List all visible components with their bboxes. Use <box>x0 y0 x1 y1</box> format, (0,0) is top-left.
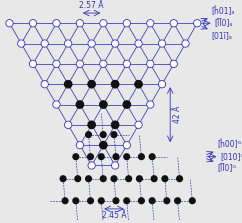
Circle shape <box>149 154 155 159</box>
Circle shape <box>111 162 119 169</box>
Circle shape <box>88 162 95 169</box>
Text: 42 Å: 42 Å <box>173 106 182 123</box>
Circle shape <box>53 101 60 108</box>
Circle shape <box>147 101 154 108</box>
Circle shape <box>86 132 91 138</box>
Circle shape <box>53 60 60 68</box>
Circle shape <box>147 20 154 27</box>
Circle shape <box>76 60 83 68</box>
Circle shape <box>151 176 157 182</box>
Circle shape <box>73 154 79 159</box>
Circle shape <box>88 81 95 88</box>
Circle shape <box>29 60 37 68</box>
Circle shape <box>135 81 142 88</box>
Circle shape <box>111 40 119 47</box>
Circle shape <box>98 198 104 204</box>
Circle shape <box>194 20 201 27</box>
Circle shape <box>123 141 130 149</box>
Circle shape <box>100 101 107 108</box>
Circle shape <box>123 60 130 68</box>
Circle shape <box>135 40 142 47</box>
Circle shape <box>76 101 83 108</box>
Circle shape <box>170 20 177 27</box>
Text: [01ī]ₐ: [01ī]ₐ <box>212 31 232 40</box>
Circle shape <box>126 176 132 182</box>
Circle shape <box>100 60 107 68</box>
Circle shape <box>158 81 166 88</box>
Circle shape <box>138 154 144 159</box>
Circle shape <box>29 20 37 27</box>
Circle shape <box>65 81 72 88</box>
Circle shape <box>65 40 72 47</box>
Circle shape <box>18 40 25 47</box>
Circle shape <box>189 198 195 204</box>
Circle shape <box>53 20 60 27</box>
Circle shape <box>100 132 106 138</box>
Circle shape <box>88 154 93 159</box>
Circle shape <box>138 198 144 204</box>
Circle shape <box>75 176 81 182</box>
Circle shape <box>135 121 142 128</box>
Circle shape <box>88 121 95 128</box>
Circle shape <box>100 176 106 182</box>
Circle shape <box>88 198 93 204</box>
Circle shape <box>41 81 48 88</box>
Circle shape <box>123 101 130 108</box>
Circle shape <box>113 198 119 204</box>
Circle shape <box>111 81 119 88</box>
Circle shape <box>111 121 119 128</box>
Circle shape <box>111 176 117 182</box>
Text: [ĥ01]ₐ: [ĥ01]ₐ <box>212 7 235 16</box>
Circle shape <box>88 40 95 47</box>
Circle shape <box>164 198 170 204</box>
Circle shape <box>60 176 66 182</box>
Text: [ĪĪ0]ᴳ: [ĪĪ0]ᴳ <box>217 164 236 173</box>
Circle shape <box>100 141 107 149</box>
Circle shape <box>76 141 83 149</box>
Circle shape <box>149 198 155 204</box>
Text: [ĥ00]ᴳ: [ĥ00]ᴳ <box>217 140 242 150</box>
Text: [010]ᴳ: [010]ᴳ <box>220 152 242 161</box>
Circle shape <box>98 154 104 159</box>
Text: 2.57 Å: 2.57 Å <box>79 1 104 10</box>
Text: [ĪĪ0]ₐ: [ĪĪ0]ₐ <box>215 19 233 28</box>
Circle shape <box>158 40 166 47</box>
Circle shape <box>182 40 189 47</box>
Circle shape <box>170 60 177 68</box>
Circle shape <box>177 176 182 182</box>
Circle shape <box>41 40 48 47</box>
Circle shape <box>76 20 83 27</box>
Circle shape <box>175 198 181 204</box>
Text: 2.45 Å: 2.45 Å <box>102 211 126 220</box>
Circle shape <box>100 20 107 27</box>
Circle shape <box>86 176 91 182</box>
Circle shape <box>124 154 129 159</box>
Circle shape <box>111 132 117 138</box>
Circle shape <box>65 121 72 128</box>
Circle shape <box>124 198 129 204</box>
Circle shape <box>147 60 154 68</box>
Circle shape <box>123 20 130 27</box>
Circle shape <box>6 20 13 27</box>
Circle shape <box>162 176 168 182</box>
Circle shape <box>62 198 68 204</box>
Circle shape <box>73 198 79 204</box>
Circle shape <box>136 176 142 182</box>
Circle shape <box>113 154 119 159</box>
